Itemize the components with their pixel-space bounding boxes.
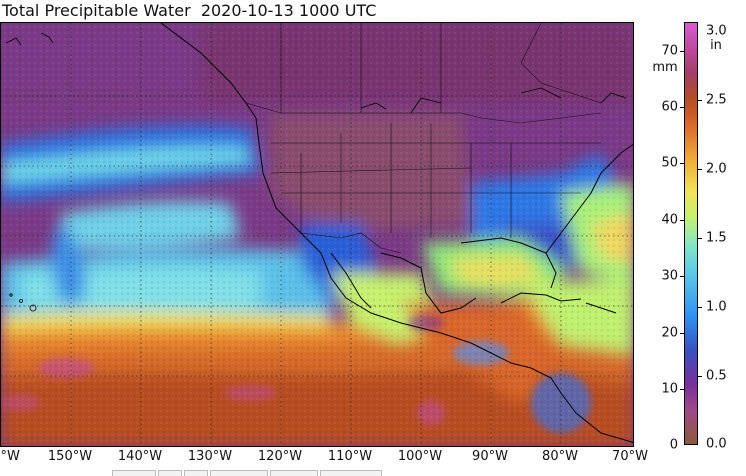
toolbar-stub[interactable] — [158, 470, 182, 476]
longitude-label: 70°W — [612, 449, 648, 464]
colorbar-in-tick: 1.5 — [706, 230, 727, 246]
precipitable-water-map — [0, 22, 634, 447]
colorbar-mm-tick: 30 — [661, 268, 678, 284]
colorbar-tickmark — [680, 163, 684, 164]
toolbar-stub[interactable] — [184, 470, 208, 476]
colorbar-tickmark — [698, 238, 702, 239]
colorbar-mm-tick: 70 — [661, 43, 678, 59]
longitude-label: 150°W — [47, 449, 93, 464]
toolbar-stub[interactable] — [320, 470, 382, 476]
colorbar-in-tick: 0.0 — [706, 436, 727, 452]
colorbar-tickmark — [698, 100, 702, 101]
colorbar-mm-tick: 0 — [669, 437, 678, 453]
map-title: Total Precipitable Water 2020-10-13 1000… — [2, 1, 377, 20]
colorbar-mm-tick: 20 — [661, 325, 678, 341]
colorbar-tickmark — [680, 333, 684, 334]
colorbar-tickmark — [698, 307, 702, 308]
coastlines — [160, 23, 633, 443]
colorbar-in-tick: 3.0 — [706, 23, 727, 39]
map-canvas — [1, 23, 633, 446]
longitude-label: 120°W — [257, 449, 303, 464]
toolbar-stub[interactable] — [112, 470, 156, 476]
colorbar-tickmark — [698, 169, 702, 170]
longitude-label: 90°W — [472, 449, 508, 464]
colorbar-in-tick: 1.0 — [706, 299, 727, 315]
colorbar-tickmark — [680, 51, 684, 52]
colorbar-tickmark — [680, 220, 684, 221]
colorbar-mm-tick: 40 — [661, 212, 678, 228]
political-borders — [245, 23, 602, 254]
colorbar-unit-mm: mm — [652, 60, 678, 75]
longitude-label: 0°W — [0, 449, 20, 464]
colorbar-in-tick: 2.0 — [706, 161, 727, 177]
toolbar-stub[interactable] — [270, 470, 318, 476]
colorbar-tickmark — [680, 389, 684, 390]
colorbar-tickmark — [680, 107, 684, 108]
colorbar-in-tick: 2.5 — [706, 92, 727, 108]
colorbar-mm-tick: 50 — [661, 155, 678, 171]
longitude-label: 80°W — [542, 449, 578, 464]
longitude-label: 130°W — [187, 449, 233, 464]
colorbar-in-tick: 0.5 — [706, 368, 727, 384]
colorbar-mm-tick: 10 — [661, 381, 678, 397]
longitude-axis: 0°W 150°W 140°W 130°W 120°W 110°W 100°W … — [0, 449, 660, 471]
islands — [5, 32, 627, 312]
longitude-label: 110°W — [327, 449, 373, 464]
colorbar-unit-in: in — [710, 38, 722, 53]
colorbar-tickmark — [680, 276, 684, 277]
longitude-label: 100°W — [397, 449, 443, 464]
colorbar — [684, 22, 698, 445]
colorbar-tickmark — [698, 376, 702, 377]
longitude-label: 140°W — [117, 449, 163, 464]
toolbar-stub[interactable] — [210, 470, 268, 476]
colorbar-mm-tick: 60 — [661, 99, 678, 115]
